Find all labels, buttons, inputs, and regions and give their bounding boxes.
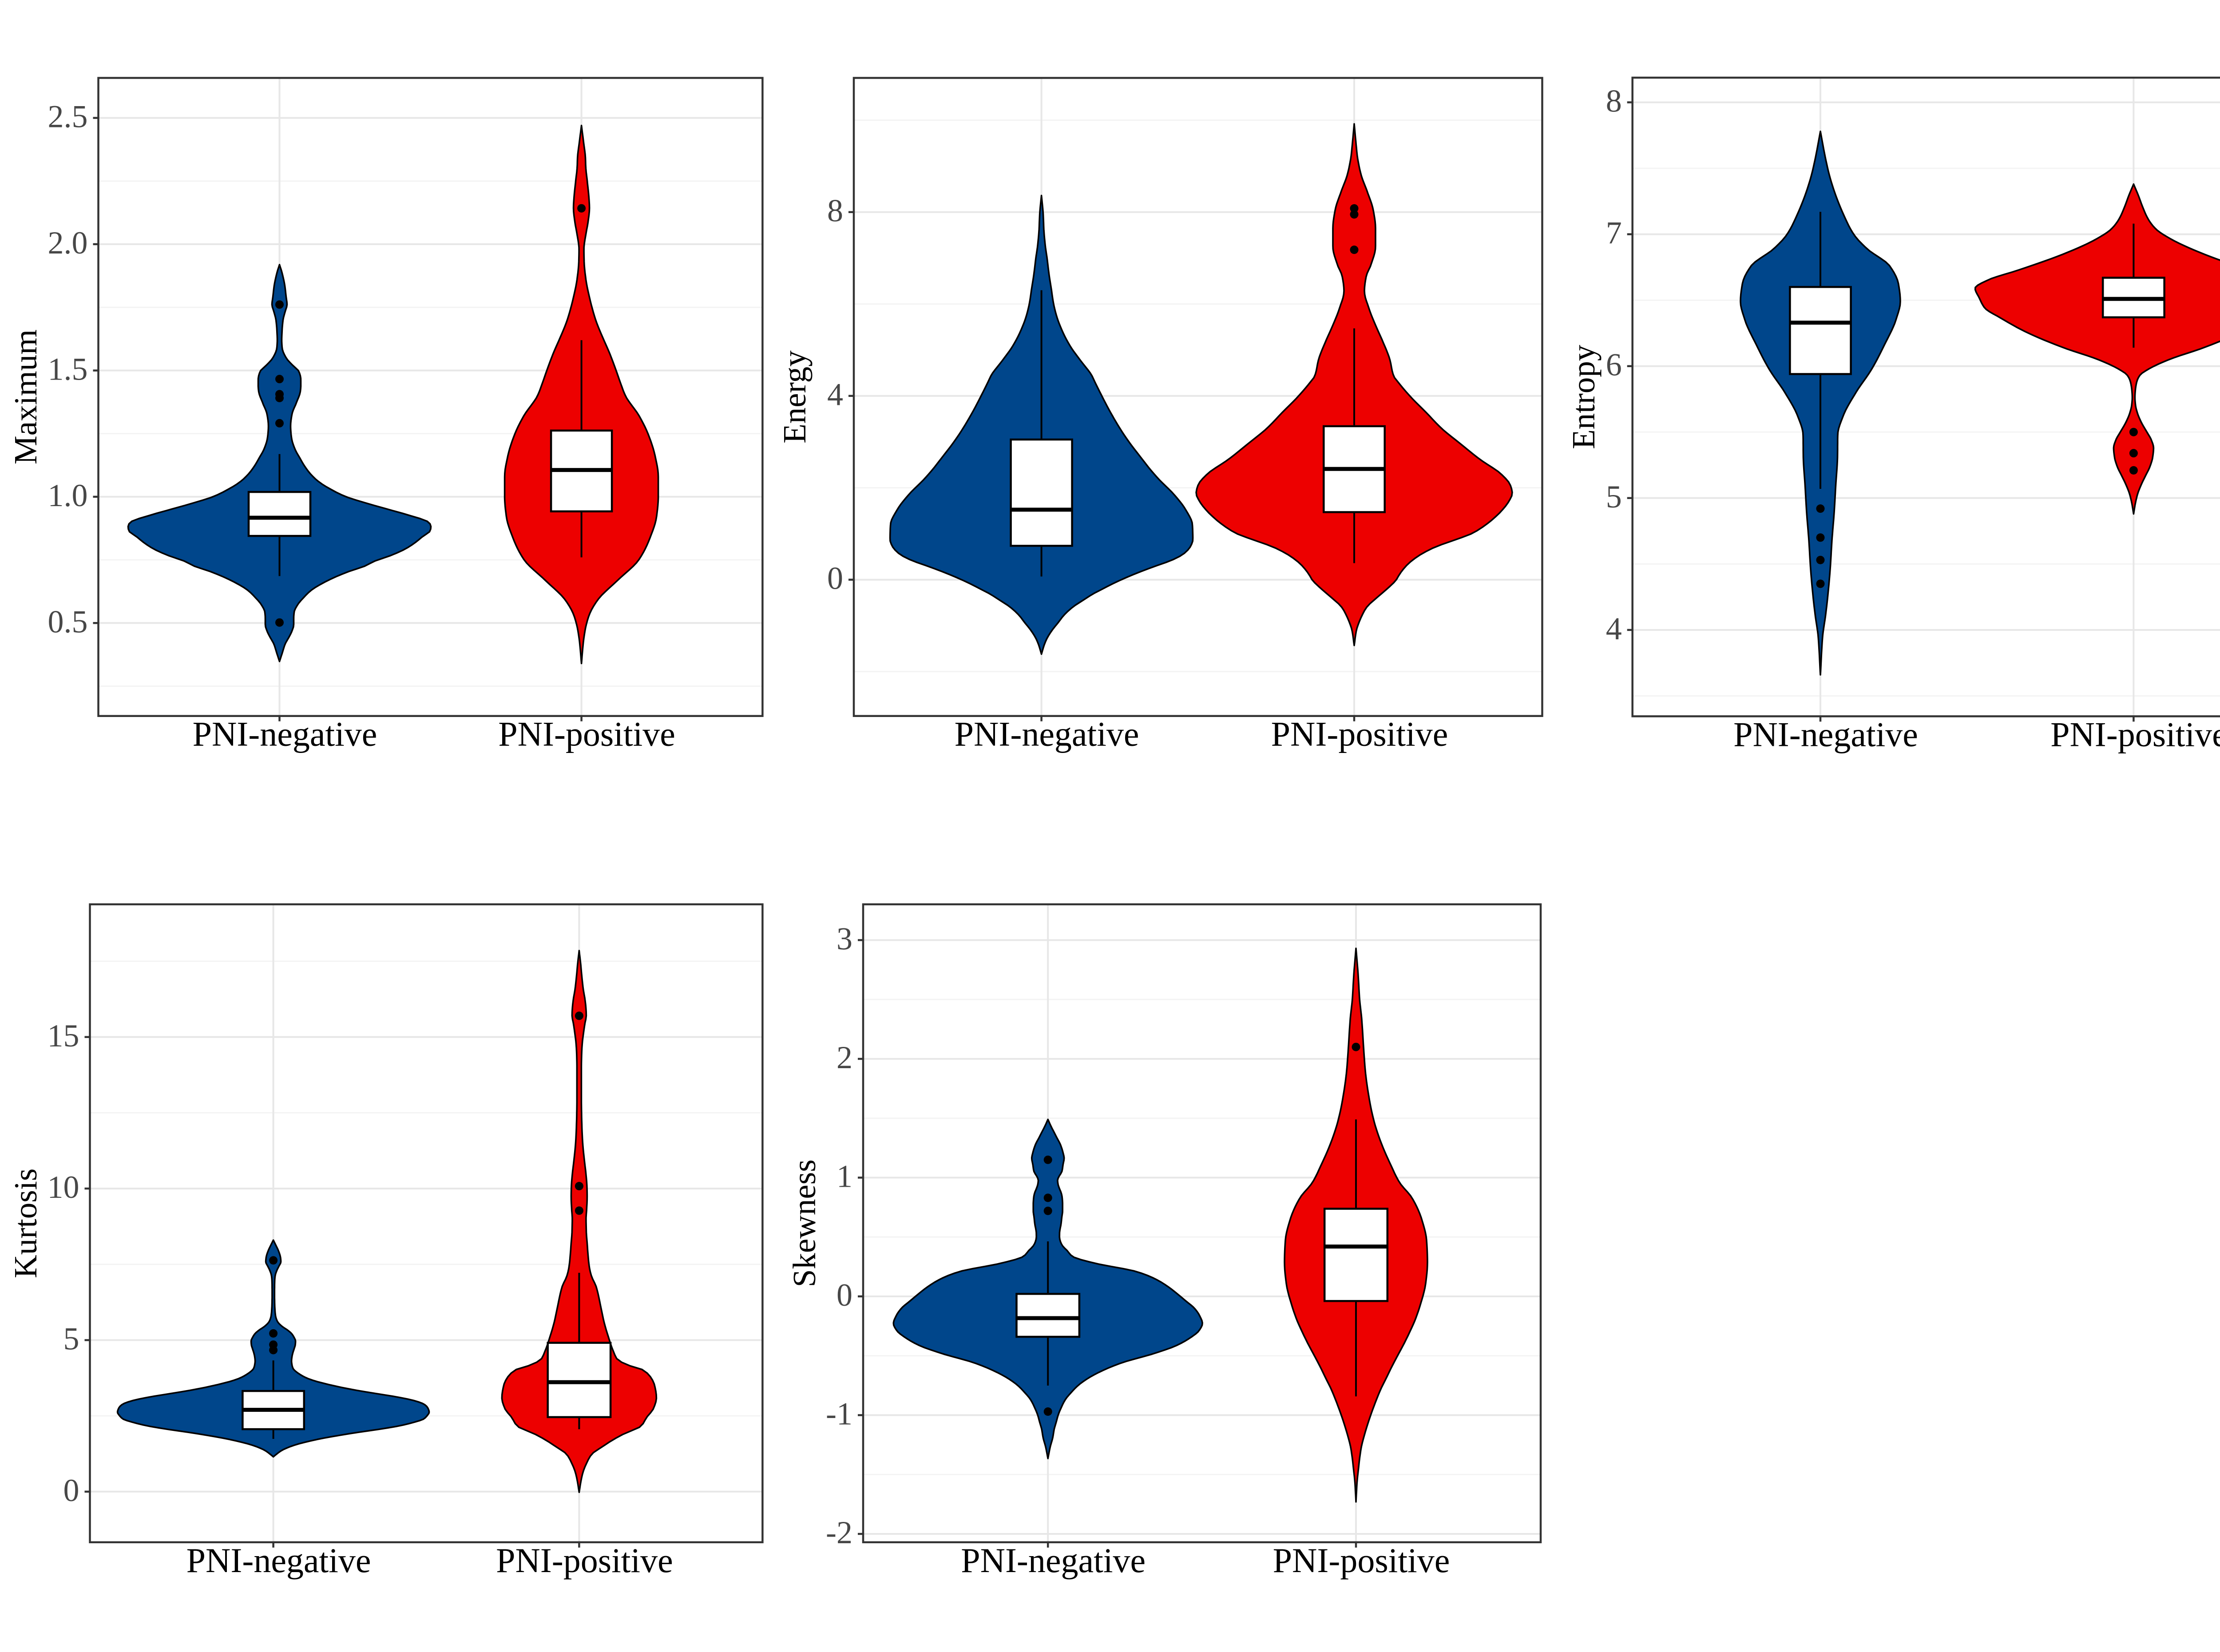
svg-text:-1: -1: [826, 1396, 852, 1432]
svg-text:1.5: 1.5: [48, 352, 88, 387]
svg-text:7: 7: [1606, 215, 1622, 251]
svg-text:PNI-negative: PNI-negative: [1733, 715, 1918, 753]
svg-text:4: 4: [1606, 611, 1622, 646]
svg-text:8: 8: [827, 193, 843, 229]
svg-text:PNI-positive: PNI-positive: [1273, 1541, 1450, 1580]
svg-text:PNI-positive: PNI-positive: [1271, 715, 1448, 753]
svg-text:2.0: 2.0: [48, 225, 88, 261]
svg-text:Skewness: Skewness: [786, 1159, 822, 1287]
svg-text:PNI-positive: PNI-positive: [2050, 715, 2220, 753]
svg-text:Entropy: Entropy: [1566, 345, 1602, 449]
svg-text:PNI-negative: PNI-negative: [193, 715, 377, 753]
svg-text:15: 15: [48, 1018, 79, 1054]
svg-text:3: 3: [836, 921, 852, 957]
svg-text:8: 8: [1606, 83, 1622, 119]
svg-text:PNI-negative: PNI-negative: [186, 1541, 371, 1580]
svg-text:Maximum: Maximum: [8, 329, 44, 464]
svg-text:10: 10: [48, 1169, 79, 1205]
svg-text:5: 5: [1606, 479, 1622, 515]
svg-text:5: 5: [63, 1321, 79, 1357]
svg-text:Kurtosis: Kurtosis: [8, 1169, 44, 1278]
svg-text:4: 4: [827, 377, 843, 412]
svg-text:2.5: 2.5: [48, 99, 88, 135]
svg-text:0: 0: [827, 561, 843, 596]
svg-text:1: 1: [836, 1159, 852, 1194]
svg-text:PNI-positive: PNI-positive: [496, 1541, 673, 1580]
svg-text:Energy: Energy: [777, 350, 813, 444]
svg-text:-2: -2: [826, 1515, 852, 1550]
svg-text:0.5: 0.5: [48, 604, 88, 639]
svg-text:PNI-negative: PNI-negative: [955, 715, 1139, 753]
svg-text:PNI-negative: PNI-negative: [961, 1541, 1146, 1580]
svg-text:PNI-positive: PNI-positive: [498, 715, 675, 753]
svg-text:0: 0: [836, 1277, 852, 1313]
svg-text:2: 2: [836, 1040, 852, 1075]
svg-text:1.0: 1.0: [48, 478, 88, 513]
svg-text:6: 6: [1606, 347, 1622, 383]
svg-text:0: 0: [63, 1473, 79, 1508]
